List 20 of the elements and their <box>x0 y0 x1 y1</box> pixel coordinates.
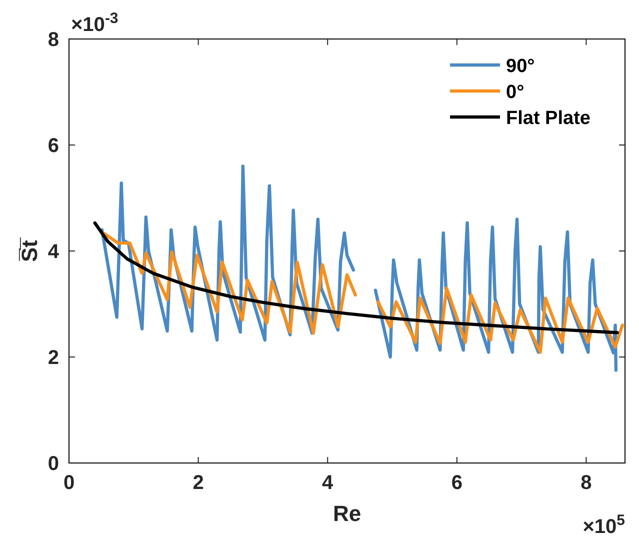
x-tick-label: 8 <box>580 472 592 494</box>
y-tick-label: 2 <box>48 347 59 369</box>
x-tick-label: 0 <box>63 472 75 494</box>
y-tick-label: 6 <box>48 135 59 157</box>
x-tick-label: 2 <box>192 472 204 494</box>
x-tick-label: 4 <box>322 472 334 494</box>
text: ×10$^{5}$ <box>582 512 625 537</box>
line-series <box>102 231 358 335</box>
legend-label: 90° <box>506 56 535 77</box>
x-tick-label: 6 <box>451 472 462 494</box>
line-series <box>93 221 619 334</box>
line-series <box>376 286 624 354</box>
y-tick-label: 0 <box>48 453 59 475</box>
x-axis-title: Re <box>332 501 362 526</box>
text: ×10$^{-3}$ <box>71 10 118 36</box>
legend-label: Flat Plate <box>506 108 590 129</box>
y-tick-label: 8 <box>48 29 59 51</box>
y-axis-title: S̅t̅ <box>17 236 42 262</box>
legend-label: 0° <box>506 82 524 103</box>
y-tick-label: 4 <box>48 241 60 263</box>
